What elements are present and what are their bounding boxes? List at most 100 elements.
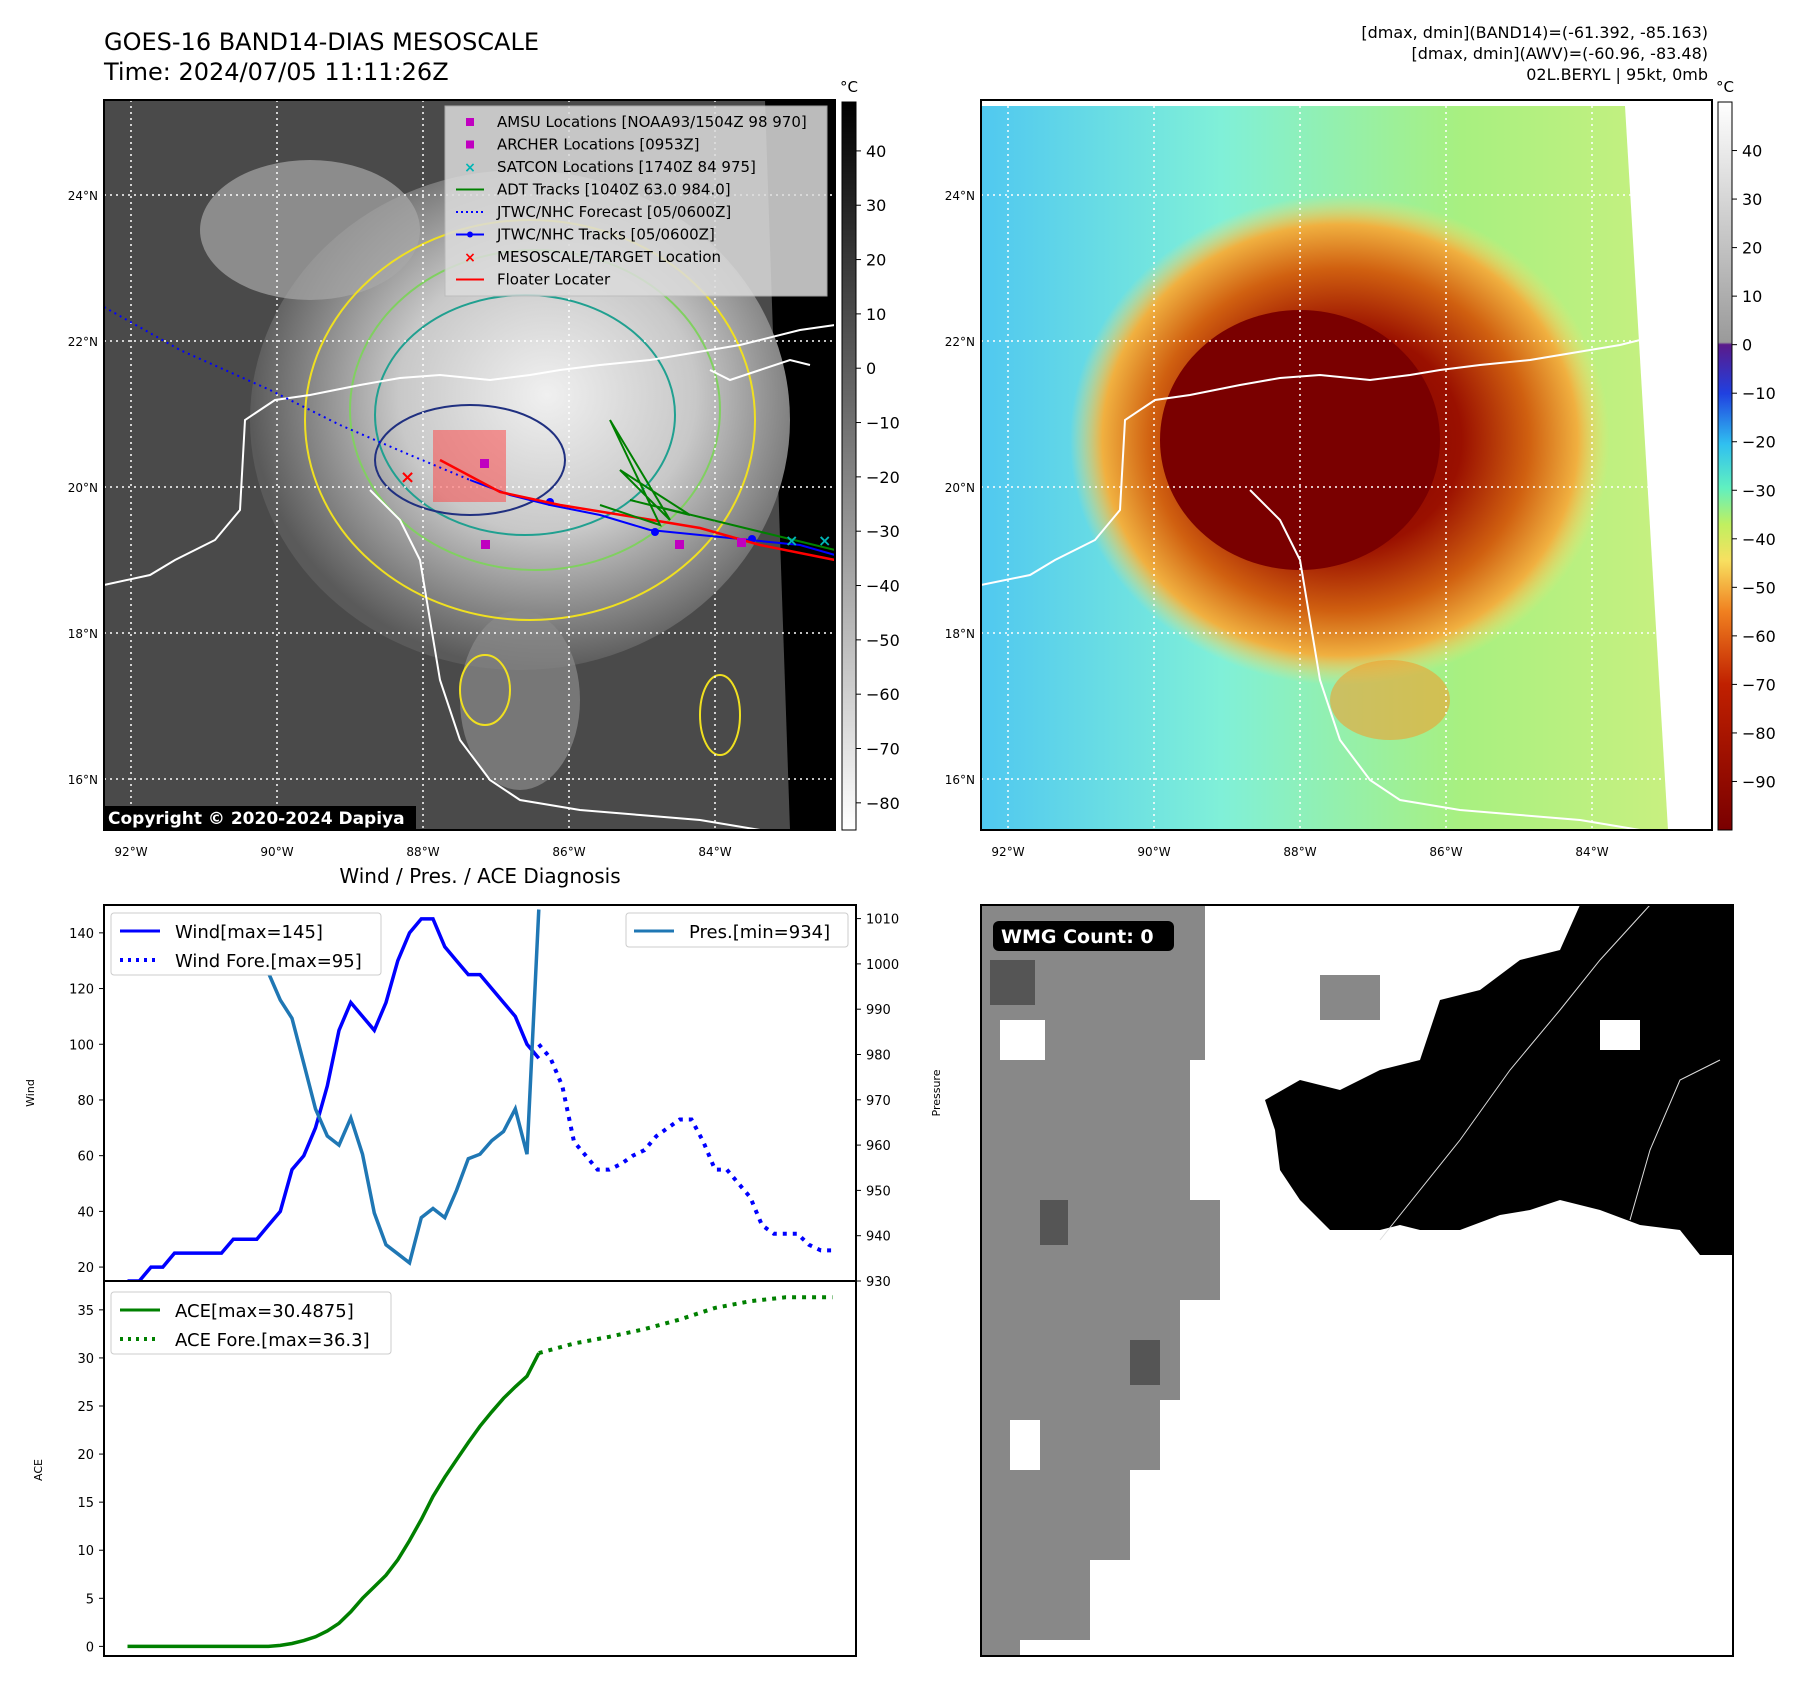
header-right-line-2: [dmax, dmin](AWV)=(-60.96, -83.48) xyxy=(1411,44,1708,63)
colorbar-tick-label: −50 xyxy=(1742,578,1776,597)
wmg-dark-patch xyxy=(1130,1340,1160,1385)
colorbar-tick-label: 30 xyxy=(866,196,886,215)
colorbar-tick-label: 10 xyxy=(866,305,886,324)
ir-contour-south-2 xyxy=(699,674,741,756)
y-tick-label: 120 xyxy=(69,983,94,998)
ir-lon-labels: 92°W 90°W 88°W 86°W 84°W xyxy=(114,845,731,859)
amsu-location-marker xyxy=(480,459,489,468)
copyright-box xyxy=(104,806,416,830)
header-right-line-3: 02L.BERYL | 95kt, 0mb xyxy=(1526,65,1708,84)
legend-label: MESOSCALE/TARGET Location xyxy=(497,248,721,266)
wind-axis-label: Wind xyxy=(24,1079,37,1107)
mesoscale-target-box xyxy=(433,430,506,502)
wmg-coastline xyxy=(1379,904,1721,1241)
legend-marker: × xyxy=(464,160,476,176)
jtwc-forecast-track xyxy=(103,306,471,481)
ir-lat-labels: 24°N 22°N 20°N 18°N 16°N xyxy=(68,189,98,787)
wmg-black-region xyxy=(1265,905,1733,1255)
legend-marker xyxy=(466,118,474,126)
ace-fore-legend-label: ACE Fore.[max=36.3] xyxy=(175,1330,370,1351)
ir-contour-core xyxy=(374,404,566,516)
wmg-count-label: WMG Count: 0 xyxy=(1001,926,1154,948)
colorbar-tick-label: −40 xyxy=(866,577,900,596)
ir-colorbar: °C 40 30 20 10 0 −10 −20 −30 −40 −50 −60 −70 −80 xyxy=(840,78,900,831)
lat-tick-label: 24°N xyxy=(68,189,98,203)
colorbar-tick-label: −30 xyxy=(1742,481,1776,500)
lon-tick-label: 88°W xyxy=(406,845,439,859)
y2-tick-label: 1010 xyxy=(866,913,899,928)
awv-map-panel: 24°N 22°N 20°N 18°N 16°N 92°W 90°W 88°W 86°W 84°… xyxy=(945,99,1713,859)
archer-location-marker xyxy=(481,540,490,549)
wmg-panel: WMG Count: 0 xyxy=(980,904,1734,1657)
y-tick-label: 40 xyxy=(77,1205,94,1220)
jtwc-track-point xyxy=(651,528,659,536)
awv-map-frame xyxy=(980,99,1713,831)
y2-tick-label: 1000 xyxy=(866,958,899,973)
series-line-1 xyxy=(537,1043,833,1253)
ir-coastline xyxy=(103,324,836,831)
wmg-dark-patch xyxy=(990,960,1035,1005)
ir-map-frame xyxy=(103,99,836,831)
wmg-white-patch xyxy=(1010,1420,1040,1470)
colorbar-tick-label: 0 xyxy=(1742,336,1752,355)
lon-tick-label: 92°W xyxy=(991,845,1024,859)
colorbar-tick-label: −10 xyxy=(866,414,900,433)
wind-legend xyxy=(110,912,382,976)
legend-label: JTWC/NHC Tracks [05/0600Z] xyxy=(496,226,715,244)
y2-tick-label: 990 xyxy=(866,1003,891,1018)
legend-label: SATCON Locations [1740Z 84 975] xyxy=(497,158,756,176)
ace-legend-label: ACE[max=30.4875] xyxy=(175,1301,354,1322)
series-line-0 xyxy=(127,917,541,1283)
colorbar-tick-label: 40 xyxy=(866,142,886,161)
colorbar-tick-label: −20 xyxy=(1742,433,1776,452)
y-tick-label: 20 xyxy=(77,1261,94,1276)
colorbar-tick-label: −80 xyxy=(866,794,900,813)
y2-tick-label: 960 xyxy=(866,1139,891,1154)
wmg-gray-region xyxy=(981,905,1220,1656)
colorbar-tick-label: 20 xyxy=(866,251,886,270)
y-tick-label: 5 xyxy=(86,1592,94,1607)
series-line-0 xyxy=(127,1352,541,1649)
wmg-count-badge xyxy=(993,921,1174,951)
lat-tick-label: 20°N xyxy=(68,481,98,495)
lat-tick-label: 18°N xyxy=(945,627,975,641)
awv-gridlines xyxy=(981,100,1712,830)
y2-tick-label: 950 xyxy=(866,1184,891,1199)
lat-tick-label: 16°N xyxy=(68,773,98,787)
awv-lat-labels: 24°N 22°N 20°N 18°N 16°N xyxy=(945,189,975,787)
colorbar-tick-label: 10 xyxy=(1742,287,1762,306)
awv-colorbar: °C 40 30 20 10 0 −10 −20 −30 −40 −50 −60 −70 −80 −90 xyxy=(1716,78,1776,831)
y2-tick-label: 980 xyxy=(866,1048,891,1063)
ir-colorbar-scale xyxy=(841,101,857,831)
lon-tick-label: 92°W xyxy=(114,845,147,859)
y-tick-label: 30 xyxy=(77,1352,94,1367)
diagnosis-title: Wind / Pres. / ACE Diagnosis xyxy=(339,864,620,888)
legend-label: Floater Locater xyxy=(497,271,611,289)
map-legend-items: AMSU Locations [NOAA93/1504Z 98 970] ARCH… xyxy=(456,113,807,289)
y-tick-label: 20 xyxy=(77,1448,94,1463)
wind-fore-legend-label: Wind Fore.[max=95] xyxy=(175,951,362,972)
y2-tick-label: 940 xyxy=(866,1230,891,1245)
colorbar-tick-label: −80 xyxy=(1742,724,1776,743)
y-tick-label: 60 xyxy=(77,1150,94,1165)
title-line-2: Time: 2024/07/05 11:11:26Z xyxy=(103,58,449,86)
map-legend xyxy=(444,105,828,297)
legend-marker-dot xyxy=(467,231,473,238)
colorbar-tick-label: −60 xyxy=(1742,627,1776,646)
adt-track xyxy=(599,419,836,551)
colorbar-tick-label: 20 xyxy=(1742,239,1762,258)
awv-storm-center xyxy=(1160,310,1440,570)
wmg-dark-patch xyxy=(1040,1200,1068,1245)
lon-tick-label: 84°W xyxy=(1575,845,1608,859)
lat-tick-label: 18°N xyxy=(68,627,98,641)
colorbar-tick-label: −90 xyxy=(1742,772,1776,791)
series-line-1 xyxy=(538,1295,833,1356)
legend-label: ADT Tracks [1040Z 63.0 984.0] xyxy=(497,181,731,199)
y-tick-label: 0 xyxy=(86,1640,94,1655)
title-line-1: GOES-16 BAND14-DIAS MESOSCALE xyxy=(104,28,539,56)
colorbar-tick-label: 0 xyxy=(866,359,876,378)
colorbar-tick-label: −70 xyxy=(866,740,900,759)
y-tick-label: 25 xyxy=(77,1400,94,1415)
colorbar-tick-label: −70 xyxy=(1742,675,1776,694)
y-tick-label: 15 xyxy=(77,1496,94,1511)
